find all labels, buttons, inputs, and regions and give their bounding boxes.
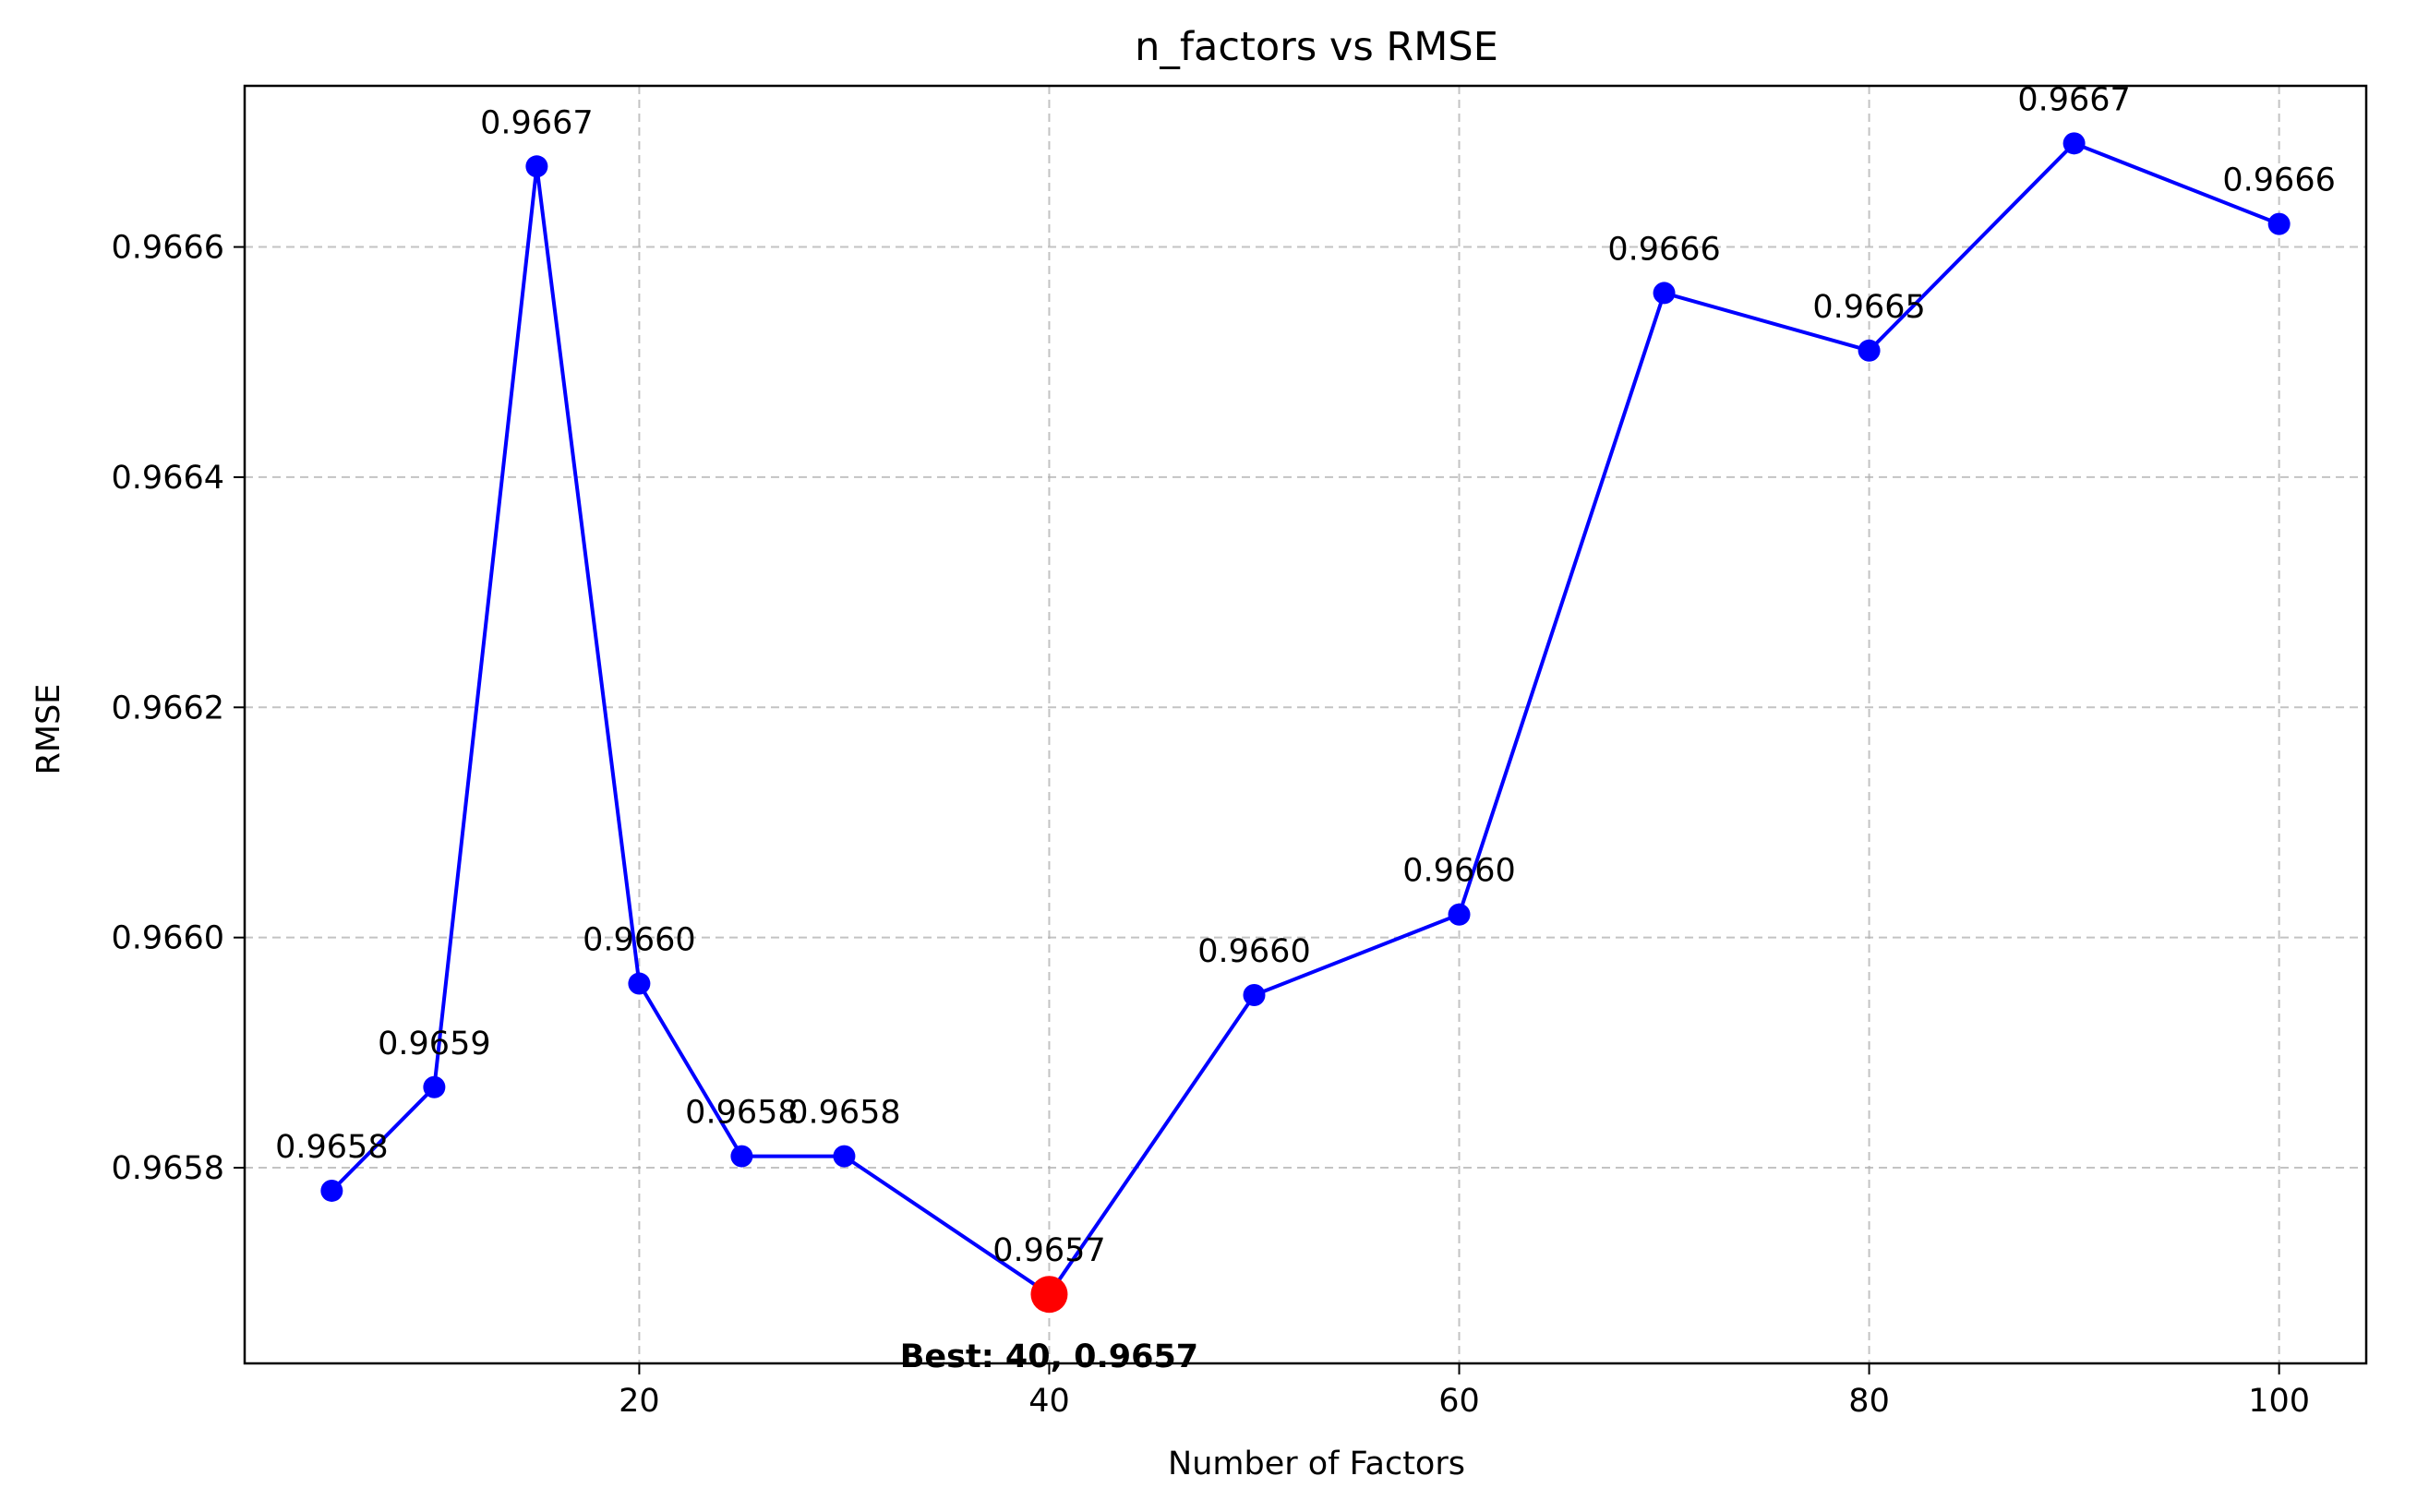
data-label: 0.9660 — [583, 922, 695, 959]
tick-layer: 20 40 60 80 100 0.9658 0.9660 0.9662 0.9664 0.966… — [112, 230, 2311, 1420]
data-label: 0.9667 — [480, 104, 593, 141]
data-point — [1653, 282, 1676, 305]
data-label: 0.9660 — [1402, 853, 1515, 890]
series-line — [330, 141, 2280, 1297]
x-tick-label: 60 — [1438, 1383, 1480, 1420]
data-label: 0.9659 — [378, 1026, 490, 1062]
data-point — [1448, 903, 1471, 926]
data-point — [833, 1145, 856, 1168]
data-label: 0.9657 — [992, 1232, 1105, 1269]
data-point — [2062, 132, 2086, 155]
best-point-marker — [1030, 1276, 1068, 1314]
x-tick-label: 40 — [1028, 1383, 1070, 1420]
x-tick-label: 20 — [619, 1383, 660, 1420]
data-label-layer: 0.96580.96590.96670.96600.96580.96580.96… — [275, 81, 2336, 1375]
series-layer — [330, 141, 2280, 1297]
x-tick-label: 100 — [2248, 1383, 2310, 1420]
chart-title: n_factors vs RMSE — [1135, 24, 1498, 70]
data-label: 0.9658 — [275, 1129, 388, 1166]
y-tick-label: 0.9660 — [112, 920, 224, 957]
data-point — [2267, 212, 2291, 235]
data-point — [1243, 984, 1266, 1007]
y-tick-label: 0.9658 — [112, 1150, 224, 1187]
data-label: 0.9660 — [1197, 933, 1310, 970]
plot-frame — [243, 84, 2368, 1365]
data-point — [1858, 339, 1881, 362]
data-label: 0.9666 — [1607, 231, 1720, 268]
y-tick-label: 0.9666 — [112, 230, 224, 267]
y-axis-label: RMSE — [30, 684, 67, 775]
data-label: 0.9658 — [685, 1095, 798, 1132]
marker-layer — [320, 132, 2291, 1314]
data-point — [628, 972, 651, 995]
data-point — [525, 155, 548, 178]
data-label: 0.9658 — [788, 1095, 900, 1132]
data-point — [730, 1145, 753, 1168]
data-point — [423, 1075, 446, 1098]
data-label: 0.9666 — [2222, 162, 2335, 199]
grid-layer — [245, 86, 2366, 1363]
y-tick-label: 0.9662 — [112, 690, 224, 726]
x-axis-label: Number of Factors — [1168, 1446, 1465, 1482]
data-point — [320, 1179, 343, 1202]
y-tick-label: 0.9664 — [112, 460, 224, 497]
x-tick-label: 80 — [1848, 1383, 1890, 1420]
data-label: 0.9665 — [1812, 289, 1925, 326]
data-label: 0.9667 — [2017, 81, 2130, 118]
